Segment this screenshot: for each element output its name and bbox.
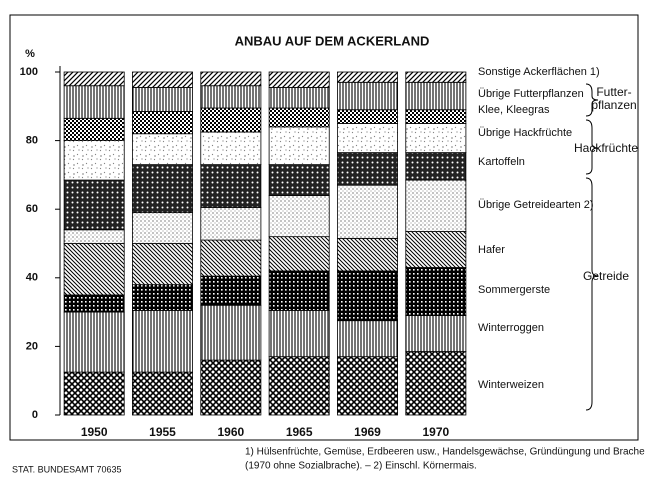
brace xyxy=(585,119,599,175)
series-label: Hafer xyxy=(478,244,505,256)
bar-segment xyxy=(268,71,330,88)
bar-segment xyxy=(268,164,330,196)
group-label: Getreide xyxy=(583,269,629,283)
series-label: Übrige Futterpflanzen xyxy=(478,88,584,100)
bar-segment xyxy=(63,243,125,296)
bar-segment xyxy=(405,152,467,181)
chart-title: ANBAU AUF DEM ACKERLAND xyxy=(235,33,430,48)
bar-segment xyxy=(63,117,125,142)
frame xyxy=(9,14,639,441)
series-label: Sonstige Ackerflächen 1) xyxy=(478,66,600,78)
y-tick-label: 100 xyxy=(20,66,38,78)
series-label: Winterweizen xyxy=(478,379,544,391)
series-label: Kartoffeln xyxy=(478,156,525,168)
bar-segment xyxy=(268,309,330,358)
bar-segment xyxy=(405,109,467,124)
x-tick-label: 1955 xyxy=(149,425,176,439)
bar-segment xyxy=(132,111,193,135)
footnote: (1970 ohne Sozialbrache). – 2) Einschl. … xyxy=(245,461,477,472)
y-tick-label: 40 xyxy=(26,272,38,284)
bar-segment xyxy=(268,356,330,416)
bar-segment xyxy=(132,164,193,214)
bar-segment xyxy=(200,85,262,109)
bar-segment xyxy=(200,131,262,166)
bar-segment xyxy=(132,212,193,244)
bar-segment xyxy=(337,237,398,272)
brace xyxy=(585,177,599,411)
group-label: Futter- xyxy=(596,85,631,99)
bar-segment xyxy=(268,126,330,166)
bar-segment xyxy=(63,85,125,119)
bar-segment xyxy=(337,270,398,322)
bar-segment xyxy=(63,371,125,416)
bar-segment xyxy=(268,107,330,128)
bar-segment xyxy=(405,315,467,352)
bar-segment xyxy=(405,231,467,268)
group-label: pflanzen xyxy=(591,98,636,112)
bar-segment xyxy=(132,87,193,112)
bar-segment xyxy=(132,133,193,166)
series-label: Winterroggen xyxy=(478,322,544,334)
bar-segment xyxy=(132,371,193,416)
bar-segment xyxy=(200,239,262,277)
brace xyxy=(585,83,599,117)
bar-segment xyxy=(63,294,125,313)
source: STAT. BUNDESAMT 70635 xyxy=(12,464,122,474)
bar-segment xyxy=(337,81,398,111)
bar-segment xyxy=(200,275,262,306)
y-tick-label: 80 xyxy=(26,135,38,147)
bar-segment xyxy=(405,81,467,111)
bar-segment xyxy=(200,107,262,133)
bar-segment xyxy=(337,184,398,239)
y-axis-label: % xyxy=(25,48,35,60)
x-tick-label: 1950 xyxy=(81,425,108,439)
bar-segment xyxy=(337,71,398,83)
bar-segment xyxy=(405,179,467,232)
bar-segment xyxy=(200,359,262,416)
bar-segment xyxy=(200,164,262,208)
bar-segment xyxy=(337,356,398,416)
bar-segment xyxy=(63,311,125,373)
bar-segment xyxy=(337,320,398,358)
series-label: Klee, Kleegras xyxy=(478,104,550,116)
bar-segment xyxy=(268,195,330,238)
bar-segment xyxy=(132,284,193,311)
bar-segment xyxy=(132,243,193,286)
bar-segment xyxy=(405,351,467,416)
bar-segment xyxy=(63,179,125,231)
x-tick-label: 1969 xyxy=(354,425,381,439)
x-tick-label: 1965 xyxy=(286,425,313,439)
x-tick-label: 1970 xyxy=(422,425,449,439)
bar-segment xyxy=(405,71,467,83)
series-label: Sommergerste xyxy=(478,284,550,296)
bar-segment xyxy=(132,309,193,373)
y-tick-label: 60 xyxy=(26,203,38,215)
bar-segment xyxy=(63,140,125,181)
bar-segment xyxy=(405,267,467,316)
bar-segment xyxy=(337,123,398,154)
bar-segment xyxy=(268,236,330,272)
bar-segment xyxy=(63,229,125,244)
y-tick-label: 0 xyxy=(32,409,38,421)
bar-segment xyxy=(337,152,398,186)
bar-segment xyxy=(337,109,398,124)
series-label: Übrige Hackfrüchte xyxy=(478,127,572,139)
bar-segment xyxy=(200,207,262,241)
group-label: Hackfrüchte xyxy=(574,141,638,155)
bar-segment xyxy=(268,270,330,311)
bar-segment xyxy=(200,71,262,87)
bar-segment xyxy=(132,71,193,88)
x-tick-label: 1960 xyxy=(217,425,244,439)
y-tick-label: 20 xyxy=(26,340,38,352)
bar-segment xyxy=(268,87,330,109)
footnote: 1) Hülsenfrüchte, Gemüse, Erdbeeren usw.… xyxy=(245,447,645,458)
bar-segment xyxy=(200,304,262,361)
bar-segment xyxy=(405,123,467,154)
series-label: Übrige Getreidearten 2) xyxy=(478,199,594,211)
bar-segment xyxy=(63,71,125,87)
